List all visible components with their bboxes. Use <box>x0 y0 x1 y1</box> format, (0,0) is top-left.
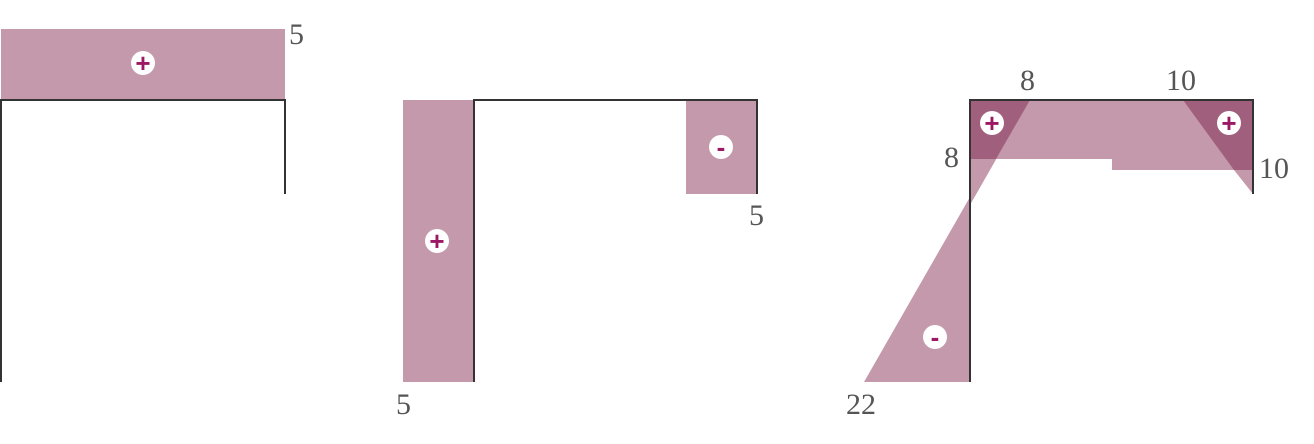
right-corner-tail <box>1234 170 1253 194</box>
column-moment-region <box>864 100 1030 382</box>
value-label-column-bottom: 22 <box>846 388 876 421</box>
positive-sign-badge: + <box>131 48 155 78</box>
negative-sign-badge: - <box>709 132 733 162</box>
diagram-1: + 5 <box>0 18 304 382</box>
left-corner-sign: + <box>984 108 999 138</box>
value-label-left-corner-side: 8 <box>944 141 959 174</box>
value-label-left-corner-top: 8 <box>1020 64 1035 97</box>
positive-sign-badge: + <box>1217 108 1241 138</box>
frame-3 <box>969 99 1254 382</box>
value-label-right-corner-top: 10 <box>1166 64 1196 97</box>
right-corner-sign: + <box>1221 108 1236 138</box>
diagram-3: + + - 8 8 10 10 22 <box>846 64 1289 421</box>
beam-moment-region <box>970 100 1253 170</box>
positive-sign-badge: + <box>425 226 449 256</box>
beam-sign: + <box>135 48 150 78</box>
value-label-column-bottom: 5 <box>396 388 411 421</box>
post-sign: - <box>717 132 726 162</box>
diagram-2: + - 5 5 <box>396 99 764 421</box>
value-label-right-top: 5 <box>289 18 304 51</box>
frame-1 <box>0 99 286 382</box>
frame-2 <box>473 99 758 382</box>
negative-sign-badge: - <box>923 322 947 352</box>
column-sign: + <box>429 226 444 256</box>
column-sign: - <box>931 322 940 352</box>
positive-sign-badge: + <box>980 108 1004 138</box>
value-label-post-bottom: 5 <box>749 199 764 232</box>
value-label-right-corner-side: 10 <box>1259 152 1289 185</box>
